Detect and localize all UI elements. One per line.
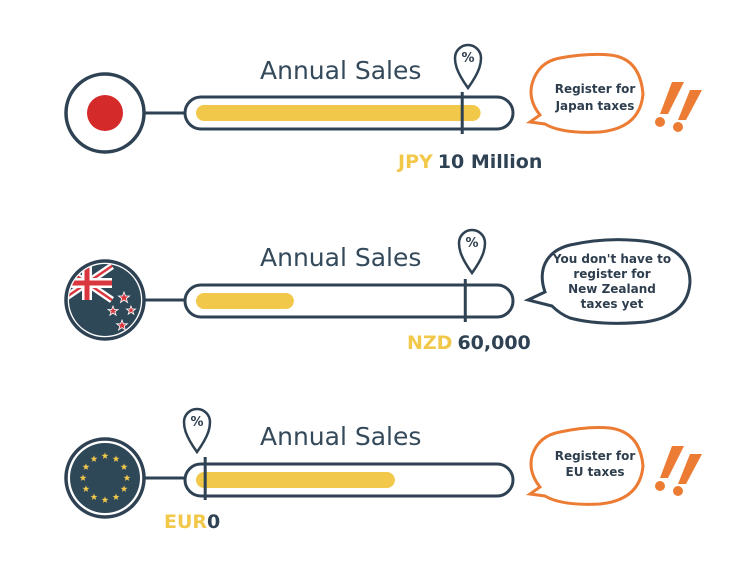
threshold-amount: JPY 10 Million bbox=[396, 151, 542, 173]
eu-star-icon bbox=[82, 463, 90, 470]
pin-label: % bbox=[190, 415, 203, 430]
bar-fill bbox=[196, 105, 481, 121]
row-new-zealand: Annual Sales % NZD 60,000 You don't have … bbox=[64, 228, 692, 354]
bubble-line: register for bbox=[573, 267, 650, 281]
annual-sales-title: Annual Sales bbox=[260, 422, 421, 451]
bubble-line: Register for bbox=[555, 82, 636, 96]
pin-label: % bbox=[461, 51, 474, 66]
new-zealand-flag-icon bbox=[64, 259, 146, 341]
bar-fill bbox=[196, 472, 395, 488]
eu-star-icon bbox=[90, 493, 98, 500]
eu-star-ring bbox=[79, 452, 131, 503]
percent-pin-icon: % bbox=[453, 43, 483, 91]
eu-star-icon bbox=[120, 463, 128, 470]
eu-star-icon bbox=[101, 496, 109, 503]
eu-flag-icon bbox=[64, 437, 146, 519]
threshold-value: 10 Million bbox=[438, 151, 543, 173]
exclamation-icon bbox=[655, 446, 702, 496]
sales-bar bbox=[183, 457, 515, 500]
threshold-amount: EUR0 bbox=[164, 511, 220, 533]
sales-bar bbox=[183, 92, 515, 134]
japan-flag-icon bbox=[64, 72, 146, 154]
speech-bubble: Register for EU taxes bbox=[525, 426, 645, 506]
speech-bubble: Register for Japan taxes bbox=[525, 52, 645, 134]
eu-star-icon bbox=[123, 474, 131, 481]
currency-code: EUR bbox=[164, 511, 207, 533]
threshold-value: 0 bbox=[207, 511, 220, 533]
row-japan: Annual Sales % JPY 10 Million Register fo… bbox=[64, 43, 702, 173]
bubble-line: taxes yet bbox=[581, 297, 644, 311]
row-eu: Annual Sales % EUR0 Register for EU taxe… bbox=[64, 407, 702, 533]
pin-label: % bbox=[465, 236, 478, 251]
bubble-line: Register for bbox=[555, 449, 636, 463]
eu-star-icon bbox=[90, 455, 98, 462]
currency-code: NZD bbox=[407, 332, 452, 354]
speech-bubble: You don't have to register for New Zeala… bbox=[523, 238, 692, 325]
bar-fill bbox=[196, 293, 294, 309]
threshold-value: 60,000 bbox=[457, 332, 530, 354]
sales-bar bbox=[183, 279, 515, 322]
annual-sales-title: Annual Sales bbox=[260, 56, 421, 85]
eu-star-icon bbox=[120, 485, 128, 492]
eu-star-icon bbox=[101, 452, 109, 459]
threshold-amount: NZD 60,000 bbox=[407, 332, 531, 354]
bubble-line: EU taxes bbox=[566, 465, 625, 479]
eu-star-icon bbox=[79, 474, 87, 481]
bubble-line: New Zealand bbox=[568, 282, 656, 296]
eu-star-icon bbox=[112, 493, 120, 500]
bubble-line: You don't have to bbox=[552, 252, 671, 266]
eu-star-icon bbox=[112, 455, 120, 462]
bubble-line: Japan taxes bbox=[555, 99, 635, 113]
percent-pin-icon: % bbox=[182, 407, 212, 455]
percent-pin-icon: % bbox=[457, 228, 487, 276]
exclamation-icon bbox=[655, 82, 702, 132]
eu-star-icon bbox=[82, 485, 90, 492]
annual-sales-title: Annual Sales bbox=[260, 243, 421, 272]
currency-code: JPY bbox=[396, 151, 433, 173]
